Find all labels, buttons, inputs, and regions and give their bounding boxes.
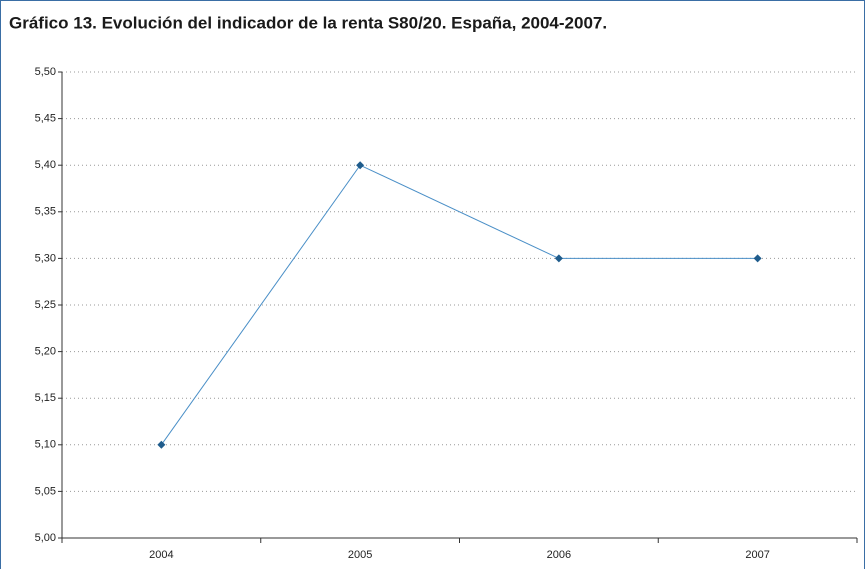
y-tick-label: 5,15 (35, 392, 56, 404)
x-tick-label: 2007 (745, 549, 769, 561)
series-line (160, 164, 758, 446)
y-tick-label: 5,20 (35, 346, 56, 358)
marker (554, 254, 563, 263)
x-tick-label: 2006 (547, 549, 571, 561)
y-tick-label: 5,30 (35, 252, 56, 264)
marker (157, 440, 166, 449)
y-tick-label: 5,45 (35, 113, 56, 125)
marker (753, 254, 762, 263)
y-tick-label: 5,05 (35, 485, 56, 497)
x-tick-label: 2004 (149, 549, 173, 561)
y-tick-label: 5,10 (35, 439, 56, 451)
marker (356, 161, 365, 170)
y-tick-label: 5,35 (35, 206, 56, 218)
y-tick-label: 5,40 (35, 159, 56, 171)
y-tick-label: 5,50 (35, 66, 56, 78)
x-tick-label: 2005 (348, 549, 372, 561)
y-tick-label: 5,25 (35, 299, 56, 311)
y-tick-label: 5,00 (35, 532, 56, 544)
chart-title: Gráfico 13. Evolución del indicador de l… (9, 13, 607, 32)
